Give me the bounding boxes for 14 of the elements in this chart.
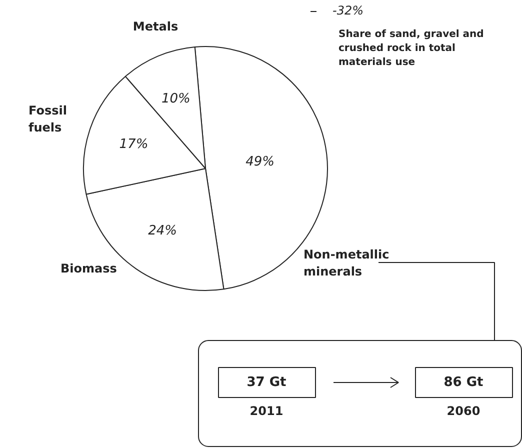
data-label: 24% (148, 223, 178, 238)
data-label: 17% (119, 137, 148, 152)
data-label: 10% (162, 91, 190, 106)
text: Share of sand, gravel and crushed rock in total materials use (338, 29, 484, 68)
slice-label: Fossil fuels (28, 104, 67, 134)
text: 2060 (446, 404, 480, 418)
text: 2011 (250, 404, 284, 418)
slice-label: Biomass (60, 262, 117, 276)
text: -32% (332, 4, 364, 18)
data-label: 49% (246, 154, 274, 170)
slice-label: Non-metallic minerals (304, 248, 390, 278)
text: 86 Gt (444, 375, 484, 390)
slice-label: Metals (132, 20, 178, 34)
text: 37 Gt (246, 375, 286, 390)
